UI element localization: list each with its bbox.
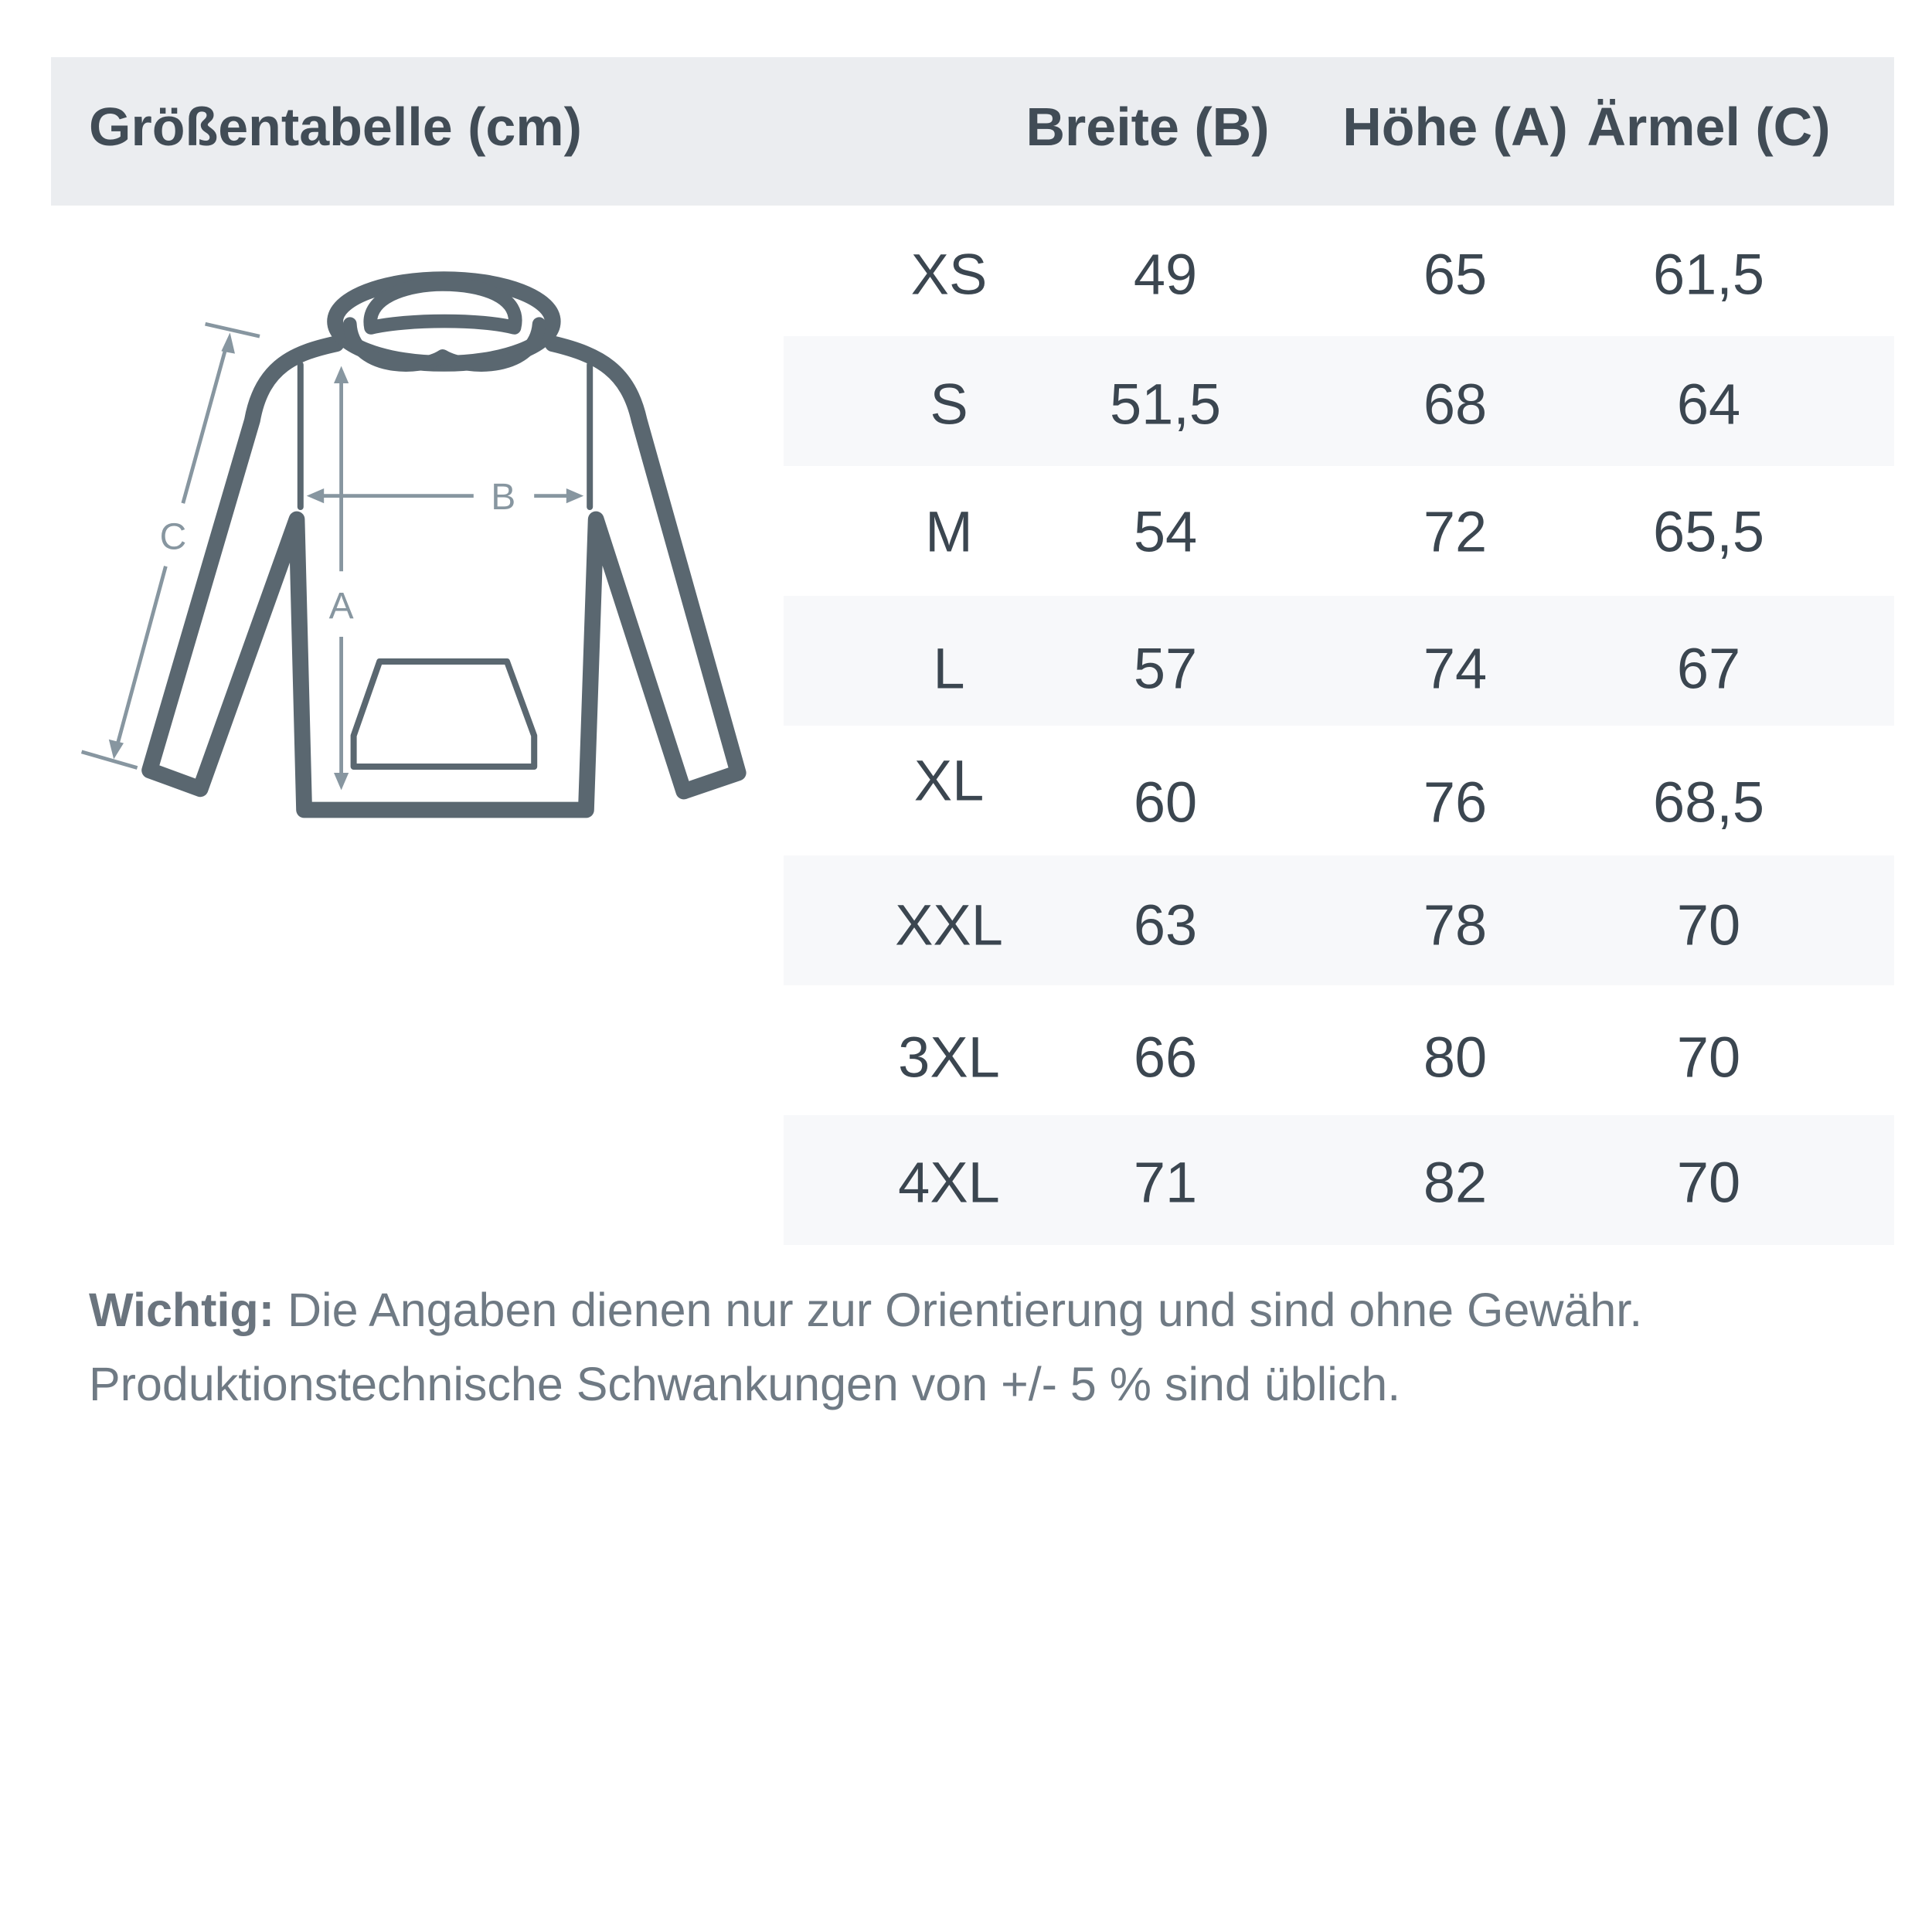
measure-b-arrow-left xyxy=(306,488,325,504)
note-text-1: Die Angaben dienen nur zur Orientierung … xyxy=(274,1284,1643,1336)
pocket xyxy=(350,658,538,770)
cell-breite: 60 xyxy=(1133,770,1198,835)
cell-aermel: 70 xyxy=(1676,1025,1741,1090)
page-title: Größentabelle (cm) xyxy=(89,97,582,157)
measure-c-arrow-top xyxy=(221,332,235,354)
size-label: 3XL xyxy=(898,1025,1000,1090)
cell-breite: 54 xyxy=(1133,499,1198,564)
cell-hoehe: 65 xyxy=(1423,242,1488,307)
cell-hoehe: 78 xyxy=(1423,893,1488,957)
column-header-breite: Breite (B) xyxy=(1026,97,1270,157)
size-label: L xyxy=(933,636,965,701)
cell-aermel: 67 xyxy=(1676,636,1741,701)
cell-aermel: 70 xyxy=(1676,1150,1741,1215)
row-stripe xyxy=(784,1115,1894,1245)
column-header-hoehe: Höhe (A) xyxy=(1342,97,1568,157)
measure-c-tick-top xyxy=(205,321,260,338)
size-label: XXL xyxy=(895,893,1003,957)
size-label: XL xyxy=(913,748,985,813)
label-b: B xyxy=(491,477,515,518)
hoodie-outline xyxy=(141,335,747,818)
size-label: 4XL xyxy=(898,1150,1000,1215)
hood-inner xyxy=(343,317,546,372)
cell-hoehe: 74 xyxy=(1423,636,1488,701)
cell-breite: 66 xyxy=(1133,1025,1198,1090)
cell-hoehe: 80 xyxy=(1423,1025,1488,1090)
cell-breite: 71 xyxy=(1133,1150,1198,1215)
cell-breite: 57 xyxy=(1133,636,1198,701)
measure-a-arrow-top xyxy=(334,366,349,383)
table-header-band xyxy=(51,57,1894,206)
row-stripe xyxy=(784,855,1894,985)
cell-aermel: 64 xyxy=(1676,372,1741,437)
cell-hoehe: 82 xyxy=(1423,1150,1488,1215)
cell-breite: 51,5 xyxy=(1109,372,1222,437)
row-stripe xyxy=(784,336,1894,466)
size-label: M xyxy=(925,499,973,564)
note-line-2: Produktionstechnische Schwankungen von +… xyxy=(89,1358,1401,1410)
cell-breite: 63 xyxy=(1133,893,1198,957)
size-label: S xyxy=(930,372,968,437)
measure-b-arrow-right xyxy=(566,488,584,504)
cell-aermel: 70 xyxy=(1676,893,1741,957)
size-label: XS xyxy=(910,242,988,307)
measure-c-tick-bottom xyxy=(80,750,138,770)
label-c: C xyxy=(160,516,187,557)
label-a: A xyxy=(329,586,354,627)
row-stripe xyxy=(784,596,1894,726)
measure-a-arrow-bottom xyxy=(334,773,349,791)
cell-aermel: 65,5 xyxy=(1652,499,1765,564)
measure-c-line xyxy=(115,345,229,745)
measure-c-arrow-bottom xyxy=(108,739,124,760)
cell-aermel: 68,5 xyxy=(1652,770,1765,835)
cell-breite: 49 xyxy=(1133,242,1198,307)
column-header-aermel: Ärmel (C) xyxy=(1587,97,1831,157)
hood-opening xyxy=(363,277,522,335)
note-bold: Wichtig: xyxy=(89,1284,275,1336)
cell-hoehe: 68 xyxy=(1423,372,1488,437)
note-line-1: Wichtig: Die Angaben dienen nur zur Orie… xyxy=(89,1283,1642,1337)
cell-hoehe: 76 xyxy=(1423,770,1488,835)
cell-hoehe: 72 xyxy=(1423,499,1488,564)
cell-aermel: 61,5 xyxy=(1652,242,1765,307)
